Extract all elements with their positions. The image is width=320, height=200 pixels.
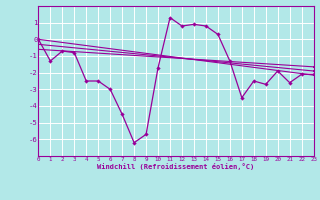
X-axis label: Windchill (Refroidissement éolien,°C): Windchill (Refroidissement éolien,°C) xyxy=(97,163,255,170)
